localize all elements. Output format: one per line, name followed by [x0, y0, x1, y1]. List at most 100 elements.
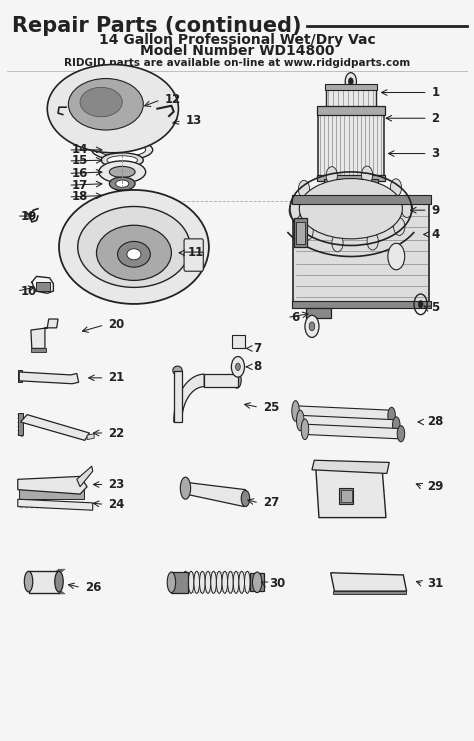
Ellipse shape	[101, 153, 143, 167]
Polygon shape	[31, 319, 58, 348]
Bar	[324, 179, 378, 187]
Polygon shape	[232, 335, 246, 348]
FancyBboxPatch shape	[184, 252, 203, 271]
Text: 5: 5	[431, 302, 440, 314]
Circle shape	[66, 502, 70, 508]
Text: 31: 31	[427, 577, 443, 591]
Circle shape	[418, 301, 423, 308]
Ellipse shape	[116, 180, 129, 187]
Text: Model Number WD14800: Model Number WD14800	[140, 44, 334, 58]
Circle shape	[40, 502, 44, 508]
Text: 22: 22	[108, 427, 125, 439]
Ellipse shape	[292, 401, 299, 421]
Ellipse shape	[200, 571, 205, 594]
Bar	[340, 491, 352, 502]
Ellipse shape	[68, 79, 143, 130]
Circle shape	[71, 502, 74, 508]
Bar	[250, 574, 264, 591]
Text: 2: 2	[431, 112, 439, 124]
Circle shape	[401, 200, 413, 218]
Text: Repair Parts (continued): Repair Parts (continued)	[12, 16, 301, 36]
Ellipse shape	[392, 417, 400, 433]
Text: 24: 24	[108, 498, 125, 511]
Text: 4: 4	[431, 228, 440, 241]
Ellipse shape	[118, 242, 150, 268]
Text: 9: 9	[431, 204, 440, 216]
Bar	[18, 370, 21, 382]
Polygon shape	[18, 476, 87, 494]
Bar	[18, 413, 23, 435]
Text: 3: 3	[431, 147, 439, 160]
Ellipse shape	[233, 571, 239, 594]
Ellipse shape	[99, 143, 146, 156]
Ellipse shape	[55, 571, 63, 592]
Circle shape	[289, 202, 301, 219]
Bar	[325, 107, 377, 110]
Text: 17: 17	[72, 179, 88, 192]
Text: 26: 26	[85, 581, 101, 594]
Text: 16: 16	[72, 167, 89, 180]
FancyBboxPatch shape	[184, 239, 203, 258]
Ellipse shape	[127, 249, 141, 260]
Ellipse shape	[24, 571, 33, 592]
Text: 10: 10	[20, 285, 37, 298]
Text: 6: 6	[291, 311, 299, 324]
Polygon shape	[174, 374, 204, 422]
Ellipse shape	[109, 177, 135, 190]
Circle shape	[61, 502, 64, 508]
Bar	[317, 106, 385, 115]
Text: 21: 21	[108, 371, 125, 385]
Circle shape	[50, 502, 54, 508]
Circle shape	[367, 233, 378, 250]
Ellipse shape	[222, 571, 228, 594]
Text: 7: 7	[254, 342, 262, 355]
Ellipse shape	[228, 571, 233, 594]
Polygon shape	[185, 482, 246, 507]
Text: 12: 12	[164, 93, 181, 107]
Polygon shape	[333, 591, 406, 594]
Ellipse shape	[107, 156, 137, 165]
Polygon shape	[77, 466, 93, 487]
Circle shape	[388, 243, 405, 270]
Text: 25: 25	[263, 401, 279, 413]
Circle shape	[236, 363, 240, 370]
Circle shape	[30, 502, 34, 508]
Text: 18: 18	[72, 190, 89, 204]
Ellipse shape	[59, 190, 209, 304]
Polygon shape	[306, 308, 331, 318]
Bar	[325, 84, 377, 90]
Circle shape	[45, 502, 49, 508]
Bar	[36, 282, 50, 291]
Circle shape	[86, 502, 90, 508]
Bar	[326, 87, 376, 110]
Circle shape	[305, 316, 319, 337]
Text: 23: 23	[108, 478, 125, 491]
Polygon shape	[18, 499, 93, 511]
Circle shape	[81, 502, 85, 508]
Polygon shape	[204, 374, 238, 387]
Ellipse shape	[78, 207, 190, 288]
Ellipse shape	[182, 571, 188, 594]
Text: RIDGID parts are available on-line at www.ridgidparts.com: RIDGID parts are available on-line at ww…	[64, 58, 410, 68]
Polygon shape	[31, 348, 46, 352]
Bar	[234, 339, 243, 346]
Ellipse shape	[80, 87, 122, 117]
Ellipse shape	[99, 161, 146, 183]
Ellipse shape	[297, 411, 304, 431]
Text: 15: 15	[72, 154, 89, 167]
Text: 19: 19	[20, 210, 37, 222]
Ellipse shape	[211, 571, 217, 594]
Circle shape	[348, 78, 353, 85]
Bar	[18, 488, 84, 499]
Ellipse shape	[118, 193, 127, 199]
Text: 14 Gallon Professional Wet/Dry Vac: 14 Gallon Professional Wet/Dry Vac	[99, 33, 375, 47]
Polygon shape	[305, 424, 401, 439]
Ellipse shape	[97, 225, 172, 280]
Polygon shape	[312, 460, 389, 473]
Ellipse shape	[245, 571, 250, 594]
Polygon shape	[296, 406, 392, 420]
Ellipse shape	[188, 571, 194, 594]
Ellipse shape	[180, 477, 191, 499]
Bar	[296, 222, 305, 244]
Circle shape	[302, 222, 313, 240]
